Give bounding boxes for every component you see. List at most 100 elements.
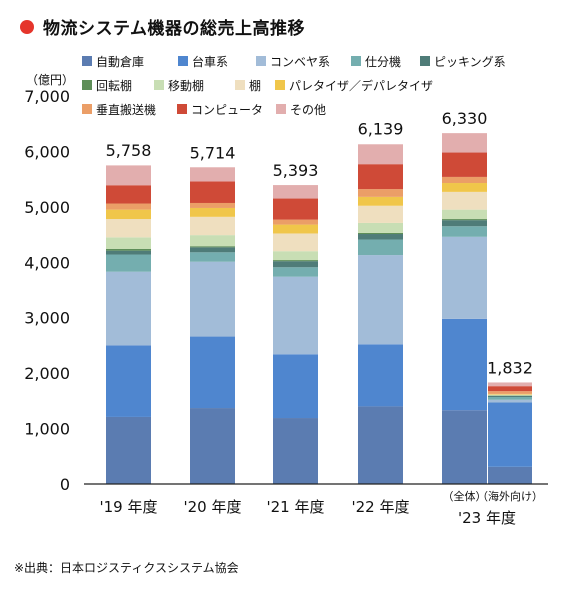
bar-segment-12 — [273, 185, 318, 199]
legend-label-12: その他 — [290, 103, 326, 117]
legend-swatch-1 — [82, 56, 92, 66]
bar-segment-8 — [273, 233, 318, 252]
bar-segment-2 — [273, 354, 318, 419]
y-tick-label: 5,000 — [24, 198, 70, 217]
bar-segment-5 — [358, 234, 403, 240]
legend-label-4: 仕分機 — [365, 54, 401, 69]
x-category-label: '21 年度 — [267, 498, 325, 516]
legend-swatch-11 — [177, 104, 187, 114]
bar-segment-7 — [190, 235, 235, 247]
y-tick-label: 6,000 — [24, 142, 70, 161]
legend-swatch-2 — [178, 56, 188, 66]
bar-total-label: 5,393 — [273, 161, 319, 180]
legend-label-6: 回転棚 — [96, 78, 132, 93]
bar-segment-11 — [488, 386, 532, 392]
legend-swatch-4 — [351, 56, 361, 66]
bar-segment-6 — [190, 246, 235, 248]
bar-segment-8 — [488, 394, 532, 396]
bullet-dot-icon — [20, 19, 34, 34]
bar-total-label: 5,714 — [190, 143, 236, 162]
bar-segment-3 — [358, 255, 403, 345]
bar-segment-11 — [190, 181, 235, 203]
bar-segment-9 — [488, 393, 532, 395]
legend-label-7: 移動棚 — [168, 78, 204, 93]
bar-segment-5 — [273, 261, 318, 268]
bar-segment-9 — [358, 196, 403, 206]
bar-total-label: 1,832 — [487, 358, 533, 377]
bar-segment-10 — [358, 189, 403, 197]
bar-segment-2 — [106, 345, 151, 417]
bar-segment-3 — [488, 399, 532, 403]
y-tick-label: 1,000 — [24, 420, 70, 439]
bar-segment-1 — [190, 408, 235, 484]
legend-swatch-3 — [256, 56, 266, 66]
legend-label-9: パレタイザ／デパレタイザ — [289, 78, 433, 93]
bar-segment-4 — [190, 252, 235, 262]
bar-segment-10 — [273, 219, 318, 225]
x-category-label: '22 年度 — [352, 498, 410, 516]
legend-swatch-9 — [275, 80, 285, 90]
bar-segment-3 — [442, 236, 487, 319]
bar-segment-2 — [190, 336, 235, 409]
bar-segment-8 — [190, 216, 235, 236]
bar-segment-10 — [442, 176, 487, 184]
y-tick-label: 4,000 — [24, 253, 70, 272]
x-category-label: '20 年度 — [184, 498, 242, 516]
bar-segment-11 — [106, 185, 151, 204]
legend-label-11: コンピュータ — [191, 103, 263, 117]
legend-swatch-5 — [420, 56, 430, 66]
bar-segment-8 — [106, 219, 151, 238]
bar-segment-9 — [190, 207, 235, 217]
bar-segment-6 — [442, 219, 487, 221]
bar-segment-10 — [190, 202, 235, 208]
legend-swatch-12 — [276, 104, 286, 114]
bar-segment-7 — [488, 395, 532, 396]
legend-label-2: 台車系 — [192, 54, 228, 69]
bar-segment-11 — [358, 164, 403, 190]
bar-segment-7 — [358, 222, 403, 233]
bar-segment-6 — [273, 260, 318, 262]
y-tick-label: 0 — [60, 475, 70, 494]
chart-title-text: 物流システム機器の総売上高推移 — [43, 19, 305, 39]
y-tick-label: 2,000 — [24, 364, 70, 383]
x-category-label: '19 年度 — [100, 498, 158, 516]
bar-segment-12 — [358, 144, 403, 165]
bar-segment-11 — [273, 198, 318, 220]
legend-swatch-8 — [235, 80, 245, 90]
y-unit-label: （億円） — [26, 73, 74, 87]
bar-segment-12 — [488, 382, 532, 387]
bar-total-label: 6,139 — [358, 120, 404, 139]
bar-segment-7 — [442, 209, 487, 220]
bar-segment-1 — [442, 410, 487, 484]
bar-segment-2 — [488, 402, 532, 467]
bar-total-label: 5,758 — [106, 141, 152, 160]
legend-swatch-7 — [154, 80, 164, 90]
bar-segment-10 — [488, 391, 532, 394]
bar-segment-1 — [488, 466, 532, 484]
bar-segment-6 — [106, 248, 151, 251]
x-group-label: '23 年度 — [458, 509, 516, 527]
bar-segment-10 — [106, 203, 151, 210]
bar-segment-2 — [442, 318, 487, 411]
bar-segment-12 — [106, 165, 151, 186]
bar-segment-5 — [488, 395, 532, 397]
bar-total-label: 6,330 — [442, 109, 488, 128]
bar-segment-4 — [273, 267, 318, 277]
bar-segment-12 — [442, 133, 487, 153]
legend-label-8: 棚 — [249, 78, 261, 93]
bar-segment-1 — [358, 406, 403, 484]
bar-segment-3 — [106, 271, 151, 346]
bar-segment-11 — [442, 152, 487, 177]
bar-segment-5 — [106, 250, 151, 255]
bar-segment-6 — [358, 232, 403, 235]
bar-segment-7 — [106, 237, 151, 249]
x-subcategory-label: （全体） — [443, 489, 487, 503]
bar-segment-7 — [273, 251, 318, 261]
bar-segment-4 — [442, 226, 487, 237]
bar-segment-2 — [358, 344, 403, 407]
source-note: ※出典：日本ロジスティクスシステム協会 — [14, 561, 239, 575]
bar-segment-4 — [358, 239, 403, 256]
legend-swatch-10 — [82, 104, 92, 114]
bar-segment-9 — [106, 209, 151, 220]
bar-segment-1 — [106, 416, 151, 484]
